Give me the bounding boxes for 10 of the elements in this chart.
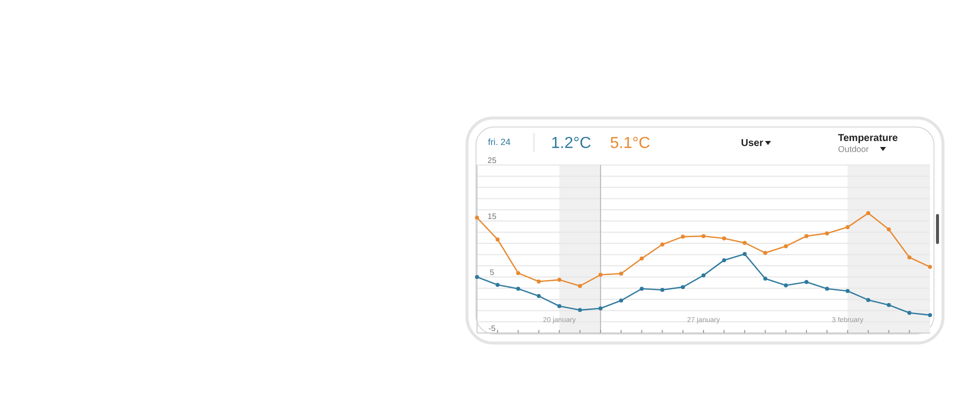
text: fri. 24	[488, 137, 511, 147]
text: 1.2°C	[551, 135, 592, 152]
y-tick-label: 15	[488, 212, 497, 221]
text: 5.1°C	[610, 135, 650, 152]
chart-subtitle: Outdoor	[838, 144, 869, 154]
y-tick-label: -5	[488, 324, 496, 333]
y-tick-label: 25	[488, 156, 497, 165]
y-tick-label: 5	[490, 268, 495, 277]
chart-title: Temperature	[838, 133, 898, 144]
text: User	[741, 138, 764, 149]
